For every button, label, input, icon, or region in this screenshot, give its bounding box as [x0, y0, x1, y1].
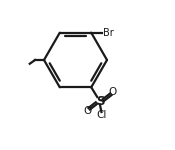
Text: O: O: [83, 106, 91, 116]
Text: O: O: [108, 87, 117, 97]
Text: S: S: [96, 95, 104, 108]
Text: Br: Br: [103, 28, 113, 38]
Text: Cl: Cl: [96, 110, 107, 120]
